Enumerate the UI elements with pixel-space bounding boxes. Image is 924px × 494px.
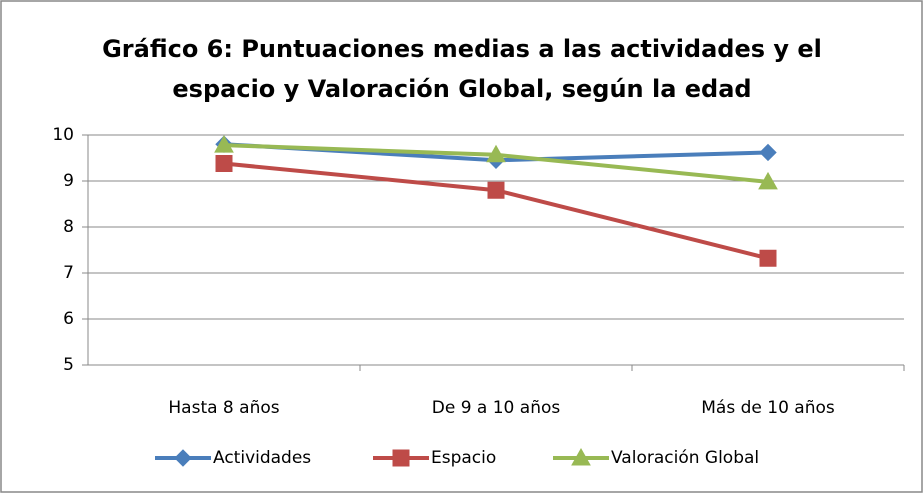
legend-label: Valoración Global: [611, 448, 759, 468]
y-tick-label: 6: [63, 309, 74, 329]
marker: [759, 249, 777, 267]
legend-marker: [392, 449, 410, 467]
x-tick-label: De 9 a 10 años: [432, 398, 561, 418]
legend-marker: [174, 449, 192, 467]
legend-label: Espacio: [431, 448, 496, 468]
marker: [486, 144, 506, 163]
marker: [214, 135, 234, 153]
chart-title: espacio y Valoración Global, según la ed…: [172, 75, 751, 103]
y-tick-label: 5: [63, 355, 74, 375]
marker: [759, 143, 777, 162]
marker: [487, 181, 505, 199]
x-tick-label: Más de 10 años: [701, 398, 835, 418]
chart-title: Gráfico 6: Puntuaciones medias a las act…: [102, 35, 822, 63]
marker: [215, 155, 233, 173]
legend-marker: [571, 447, 591, 466]
x-tick-label: Hasta 8 años: [168, 398, 279, 418]
y-tick-label: 10: [52, 125, 74, 145]
y-tick-label: 7: [63, 263, 74, 283]
legend-label: Actividades: [213, 448, 311, 468]
y-tick-label: 9: [63, 171, 74, 191]
y-tick-label: 8: [63, 217, 74, 237]
marker: [758, 171, 778, 190]
